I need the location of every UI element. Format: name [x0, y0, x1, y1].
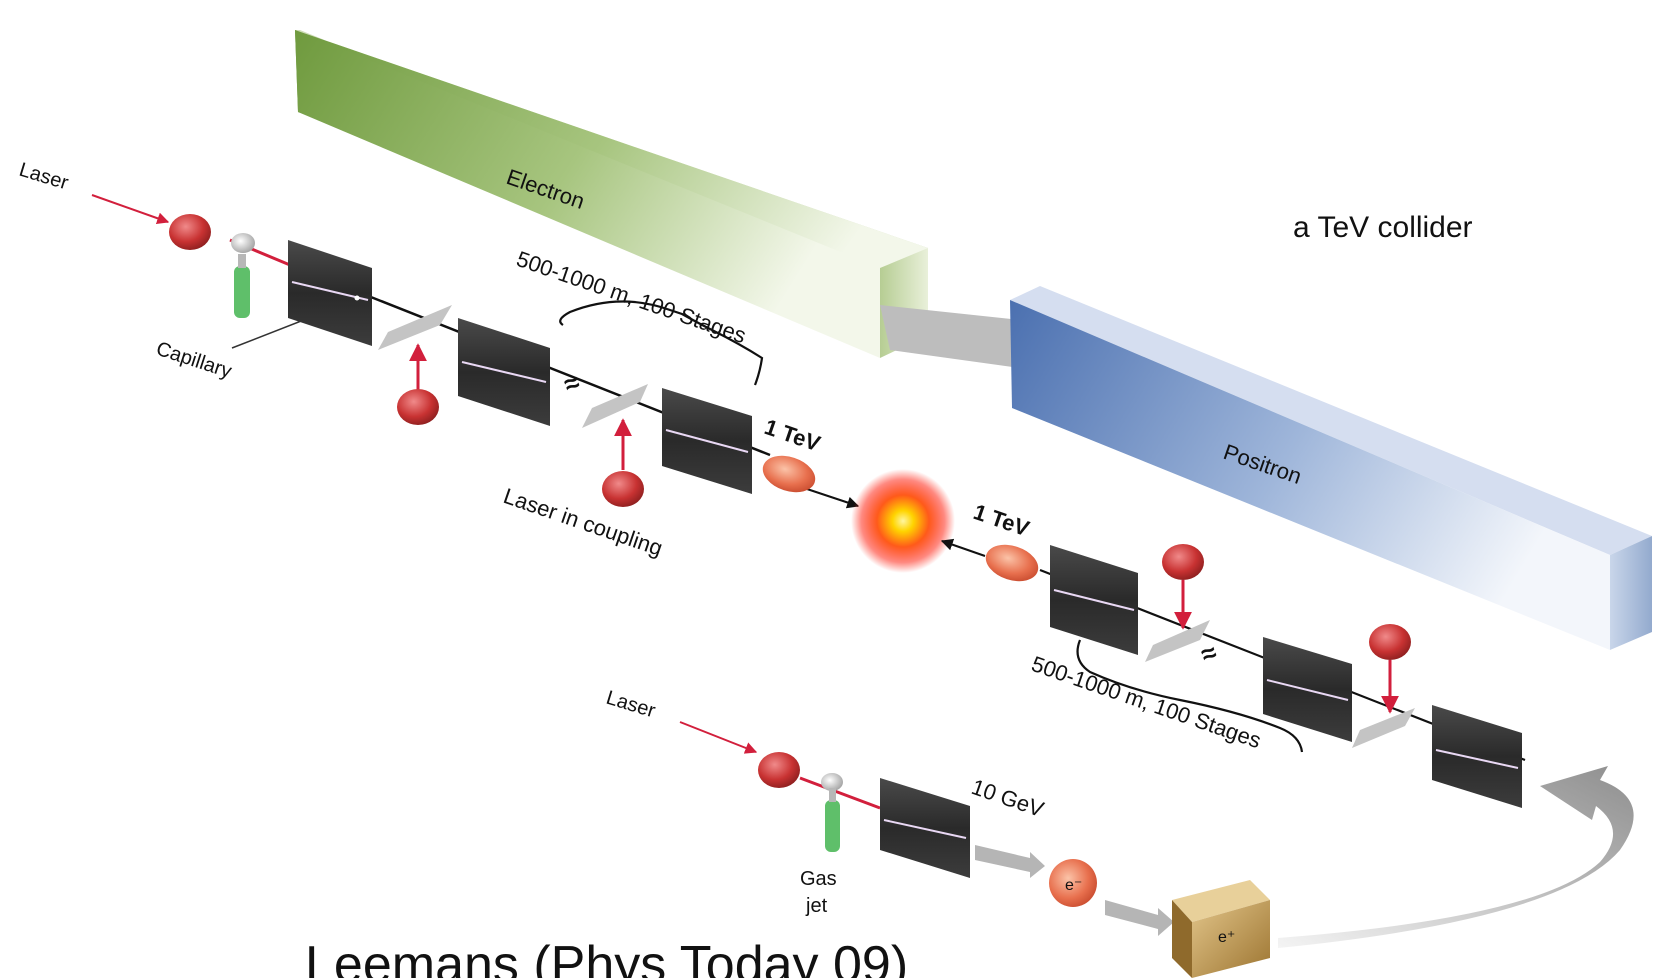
jet-label: jet — [805, 895, 828, 917]
laser-input-bottom: Laser — [604, 687, 758, 754]
coupling-mirror — [1352, 708, 1415, 748]
stages-brace-bottom — [1076, 639, 1304, 753]
electron-bunch — [762, 455, 816, 493]
stages-brace-top — [559, 300, 764, 386]
laser-input-top: Laser — [17, 159, 170, 225]
laser-coupler-right-2 — [1369, 624, 1411, 714]
tev-right-label: 1 TeV — [970, 499, 1032, 541]
collision-point — [851, 469, 955, 573]
diagram-caption: a TeV collider — [1293, 211, 1473, 244]
coupling-mirror — [378, 305, 452, 350]
gas-label: Gas — [800, 868, 837, 890]
coupling-mirror — [1145, 620, 1210, 662]
stage-panel — [1050, 545, 1138, 655]
laser-driver-top — [169, 214, 211, 250]
gas-jet-bottom — [821, 773, 843, 852]
laser-top-label: Laser — [17, 159, 72, 195]
electron-particle — [1049, 859, 1097, 907]
gas-jet-top — [231, 233, 255, 318]
break-mark: ≈ — [560, 367, 584, 400]
positron-beam-box: Positron — [1010, 286, 1652, 650]
return-arrow — [1278, 766, 1634, 948]
positron-bunch — [985, 544, 1039, 582]
electron-beam-box: Electron — [295, 30, 928, 358]
beam-connector — [880, 305, 1020, 368]
laser-bottom-label: Laser — [604, 687, 659, 723]
tev-left-label: 1 TeV — [761, 414, 823, 456]
gev-label: 10 GeV — [968, 774, 1047, 822]
stage-panel — [1432, 705, 1522, 808]
injector-beam — [799, 776, 881, 810]
positron-converter-box — [1172, 880, 1270, 978]
stages-bottom-label: 500-1000 m, 100 Stages — [1028, 651, 1264, 753]
e-minus-label: e⁻ — [1065, 877, 1082, 894]
stage-panel — [288, 240, 372, 346]
capillary-label: Capillary — [153, 338, 234, 383]
laser-coupler-right-1 — [1162, 544, 1204, 630]
stage-panel — [458, 318, 550, 426]
stage-panel — [1263, 637, 1352, 742]
coupling-mirror — [582, 384, 648, 428]
laser-coupler-top-1 — [397, 343, 439, 425]
transfer-arrow — [975, 845, 1045, 878]
laser-driver-bottom — [758, 752, 800, 788]
stage-panel — [662, 388, 752, 494]
break-mark: ≈ — [1197, 637, 1221, 670]
transfer-arrow — [1105, 900, 1174, 936]
stage-panel — [880, 778, 970, 878]
e-plus-label: e⁺ — [1218, 929, 1235, 946]
laser-coupler-top-2 — [602, 418, 644, 507]
citation-footer: Leemans (Phys Today 09) — [305, 936, 909, 978]
